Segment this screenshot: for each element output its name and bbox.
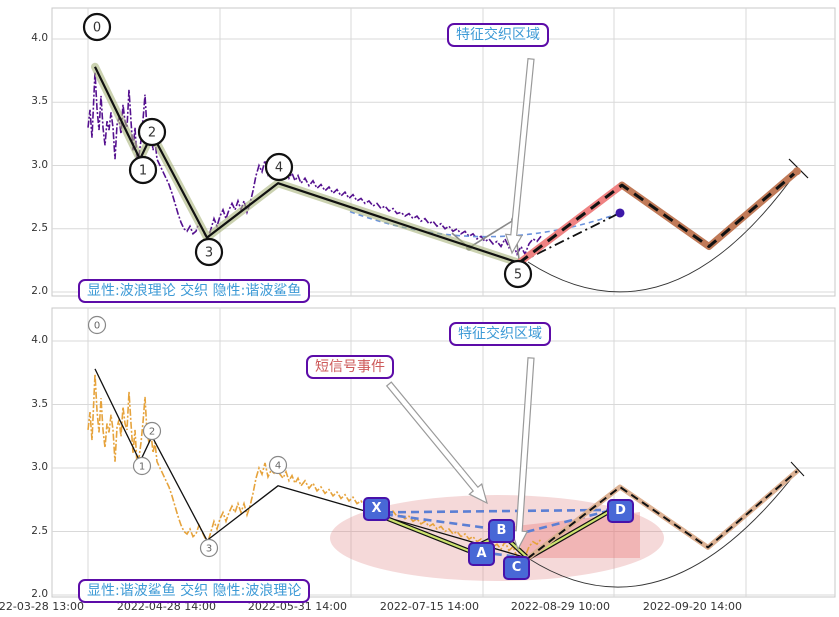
wave-point-circle bbox=[199, 538, 219, 558]
feature-arrow-top bbox=[504, 58, 535, 255]
wave-point-number: 2 bbox=[148, 126, 156, 141]
wave-point-circle bbox=[132, 456, 152, 476]
wave-point-circle bbox=[87, 315, 107, 335]
wave-point-number: 1 bbox=[139, 164, 147, 179]
wave-point-number: 0 bbox=[93, 21, 101, 36]
feature-arrow-bottom bbox=[510, 357, 535, 551]
wave-point-number: 3 bbox=[206, 544, 212, 555]
harmonic-point-badge-c: C bbox=[503, 556, 530, 580]
legend-box-bottom: 显性:谐波鲨鱼 交织 隐性:波浪理论 bbox=[78, 579, 311, 603]
x-tick-label: 2022-09-20 14:00 bbox=[642, 600, 742, 613]
hidden-d-dot bbox=[615, 208, 625, 218]
wave-point-circle bbox=[194, 237, 224, 267]
y-tick-label: 2.0 bbox=[31, 285, 48, 297]
projection-end-tick-bottom bbox=[790, 461, 805, 477]
wave-line-top bbox=[94, 66, 520, 264]
wave-line-bottom bbox=[94, 368, 529, 559]
x-tick-label: 2022-05-31 14:00 bbox=[247, 600, 347, 613]
wave-point-circle bbox=[268, 455, 288, 475]
harmonic-pattern-line bbox=[467, 549, 529, 560]
feature-zone-label-top: 特征交织区域 bbox=[447, 23, 549, 47]
legend-box-top: 显性:波浪理论 交织 隐性:谐波鲨鱼 bbox=[78, 279, 311, 303]
wave-point-number: 0 bbox=[94, 321, 100, 332]
harmonic-point-badge-d: D bbox=[607, 499, 634, 523]
x-tick-label: 2022-08-29 10:00 bbox=[510, 600, 610, 613]
wave-point-circle bbox=[128, 155, 158, 185]
y-tick-label: 3.0 bbox=[31, 461, 48, 473]
harmonic-point-badge-b: B bbox=[488, 519, 515, 543]
wave-point-number: 4 bbox=[275, 461, 281, 472]
harmonic-point-badge-x: X bbox=[363, 497, 390, 521]
y-tick-label: 2.0 bbox=[31, 588, 48, 600]
y-tick-label: 2.5 bbox=[31, 221, 48, 234]
y-tick-label: 3.0 bbox=[31, 158, 48, 171]
x-tick-label: 2022-04-28 14:00 bbox=[116, 600, 216, 613]
feature-zone-label-bottom: 特征交织区域 bbox=[449, 322, 551, 346]
wave-point-number: 4 bbox=[275, 161, 283, 176]
x-tick-label: 2022-07-15 14:00 bbox=[379, 600, 479, 613]
projection-end-dot-top bbox=[793, 167, 801, 176]
wave-point-circle bbox=[82, 12, 112, 42]
harmonic-point-badge-a: A bbox=[468, 542, 495, 566]
y-tick-label: 3.5 bbox=[31, 397, 48, 410]
projection-line-bottom bbox=[527, 470, 798, 559]
y-tick-label: 2.5 bbox=[31, 524, 48, 537]
wave-point-number: 2 bbox=[149, 427, 155, 438]
hidden-harmonic-curve bbox=[349, 210, 621, 238]
wave-point-number: 5 bbox=[514, 268, 522, 283]
price-line-bottom bbox=[87, 373, 542, 559]
y-tick-label: 4.0 bbox=[31, 32, 48, 44]
wave-point-circle bbox=[137, 117, 167, 147]
signal-arrow bbox=[385, 381, 488, 505]
harmonic-pattern-line bbox=[371, 508, 613, 514]
y-tick-label: 4.0 bbox=[31, 334, 48, 346]
wave-point-circle bbox=[264, 152, 294, 182]
wave-point-number: 3 bbox=[205, 246, 213, 261]
measure-arc bbox=[527, 170, 798, 293]
wave-point-circle bbox=[503, 259, 533, 289]
x-tick-label: 2022-03-28 13:00 bbox=[0, 600, 84, 613]
y-tick-label: 3.5 bbox=[31, 95, 48, 108]
projection-line-top bbox=[518, 170, 798, 265]
wave-point-number: 1 bbox=[139, 462, 145, 473]
panel-top bbox=[51, 7, 836, 297]
measure-arc bbox=[527, 470, 798, 588]
signal-event-label: 短信号事件 bbox=[306, 355, 394, 379]
wave-point-circle bbox=[142, 421, 162, 441]
